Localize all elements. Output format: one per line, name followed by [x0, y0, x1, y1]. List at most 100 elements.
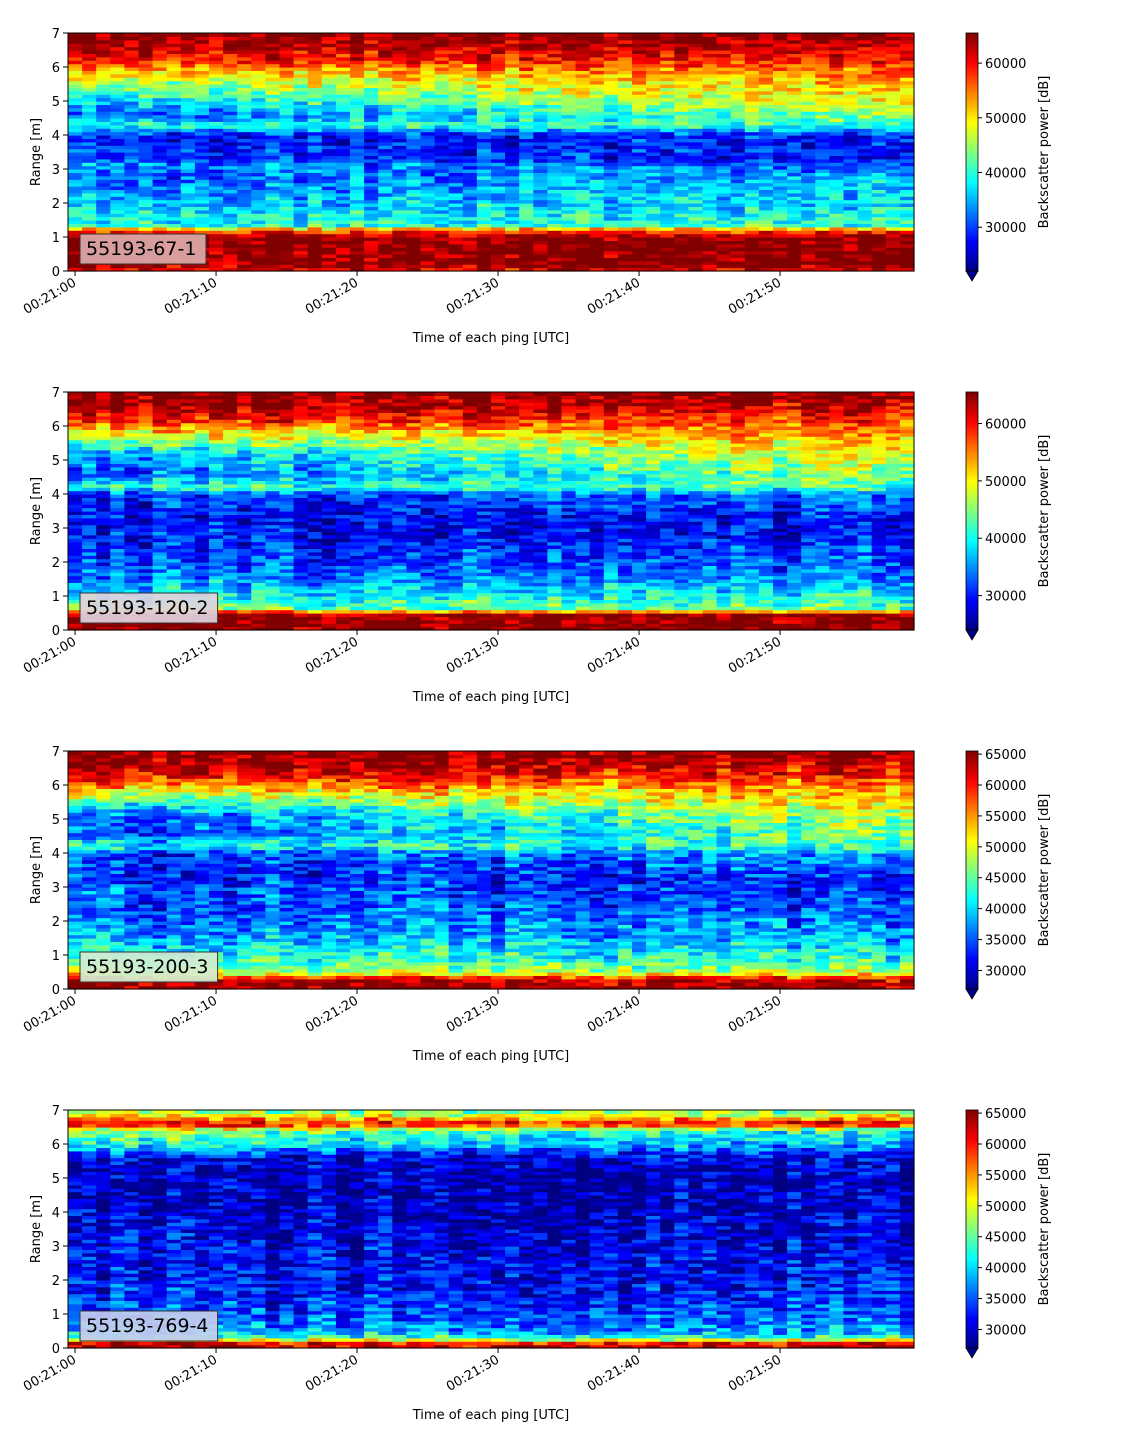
heatmap-cell [378, 176, 393, 180]
heatmap-cell [364, 33, 379, 37]
heatmap-cell [350, 159, 365, 163]
heatmap-cell [562, 149, 577, 153]
heatmap-cell [505, 200, 520, 204]
heatmap-cell [96, 392, 111, 396]
heatmap-cell [660, 217, 675, 221]
heatmap-cell [646, 217, 661, 221]
heatmap-cell [195, 217, 210, 221]
heatmap-cell [139, 470, 154, 474]
heatmap-cell [731, 200, 746, 204]
heatmap-cell [153, 227, 168, 231]
y-tick-label: 6 [52, 61, 60, 76]
heatmap-cell [124, 159, 139, 163]
heatmap-cell [421, 217, 436, 221]
heatmap-cell [421, 227, 436, 231]
heatmap-cell [124, 264, 139, 268]
heatmap-cell [745, 200, 760, 204]
heatmap-cell [435, 210, 450, 214]
heatmap-cell [660, 183, 675, 187]
heatmap-cell [491, 210, 506, 214]
heatmap-cell [294, 149, 309, 153]
y-tick-label: 7 [52, 27, 60, 42]
heatmap-cell [745, 193, 760, 197]
heatmap-cell [237, 244, 252, 248]
heatmap-cell [68, 402, 83, 406]
heatmap-cell [787, 149, 802, 153]
heatmap-cell [900, 244, 915, 248]
heatmap-cell [336, 210, 351, 214]
heatmap-cell [674, 176, 689, 180]
heatmap-cell [82, 166, 97, 170]
heatmap-cell [96, 487, 111, 491]
heatmap-cell [505, 132, 520, 136]
heatmap-cell [96, 183, 111, 187]
heatmap-cell [477, 166, 492, 170]
heatmap-cell [294, 251, 309, 255]
heatmap-cell [110, 200, 125, 204]
heatmap-cell [435, 183, 450, 187]
heatmap-cell [590, 149, 605, 153]
heatmap-cell [378, 166, 393, 170]
heatmap-cell [844, 264, 859, 268]
heatmap-cell [519, 159, 534, 163]
heatmap-cell [660, 132, 675, 136]
heatmap-cell [139, 166, 154, 170]
heatmap-cell [421, 33, 436, 37]
heatmap-cell [153, 419, 168, 423]
heatmap-cell [505, 149, 520, 153]
heatmap-cell [280, 166, 295, 170]
heatmap-cell [858, 234, 873, 238]
heatmap-cell [251, 200, 266, 204]
heatmap-cell [223, 234, 238, 238]
heatmap-cell [336, 234, 351, 238]
heatmap-cell [435, 176, 450, 180]
heatmap-cell [829, 234, 844, 238]
heatmap-cell [392, 159, 407, 163]
heatmap-cell [167, 436, 182, 440]
heatmap-cell [237, 217, 252, 221]
heatmap-cell [519, 217, 534, 221]
heatmap-cell [646, 227, 661, 231]
heatmap-cell [646, 234, 661, 238]
heatmap-cell [829, 251, 844, 255]
heatmap-cell [124, 210, 139, 214]
heatmap-cell [350, 264, 365, 268]
heatmap-cell [181, 392, 196, 396]
heatmap-cell [251, 183, 266, 187]
heatmap-cell [68, 183, 83, 187]
heatmap-cell [533, 142, 548, 146]
heatmap-cell [576, 264, 591, 268]
heatmap-cell [717, 142, 732, 146]
heatmap-cell [801, 142, 816, 146]
heatmap-cell [872, 193, 887, 197]
heatmap-cell [477, 193, 492, 197]
heatmap-cell [223, 166, 238, 170]
heatmap-cell [900, 166, 915, 170]
heatmap-cell [900, 251, 915, 255]
heatmap-cell [82, 419, 97, 423]
heatmap-cell [858, 149, 873, 153]
heatmap-cell [815, 159, 830, 163]
heatmap-cell [308, 132, 323, 136]
heatmap-cell [124, 453, 139, 457]
heatmap-cell [392, 234, 407, 238]
heatmap-cell [872, 176, 887, 180]
heatmap-cell [96, 402, 111, 406]
heatmap-cell [590, 251, 605, 255]
heatmap-cell [195, 210, 210, 214]
heatmap-cell [562, 159, 577, 163]
heatmap-cell [801, 251, 816, 255]
heatmap-cell [364, 166, 379, 170]
heatmap-cell [167, 159, 182, 163]
heatmap-cell [759, 244, 774, 248]
heatmap-cell [618, 264, 633, 268]
heatmap-cell [505, 210, 520, 214]
heatmap-cell [900, 200, 915, 204]
heatmap-cell [82, 183, 97, 187]
heatmap-cell [449, 210, 464, 214]
heatmap-cell [801, 166, 816, 170]
heatmap-cell [674, 33, 689, 37]
